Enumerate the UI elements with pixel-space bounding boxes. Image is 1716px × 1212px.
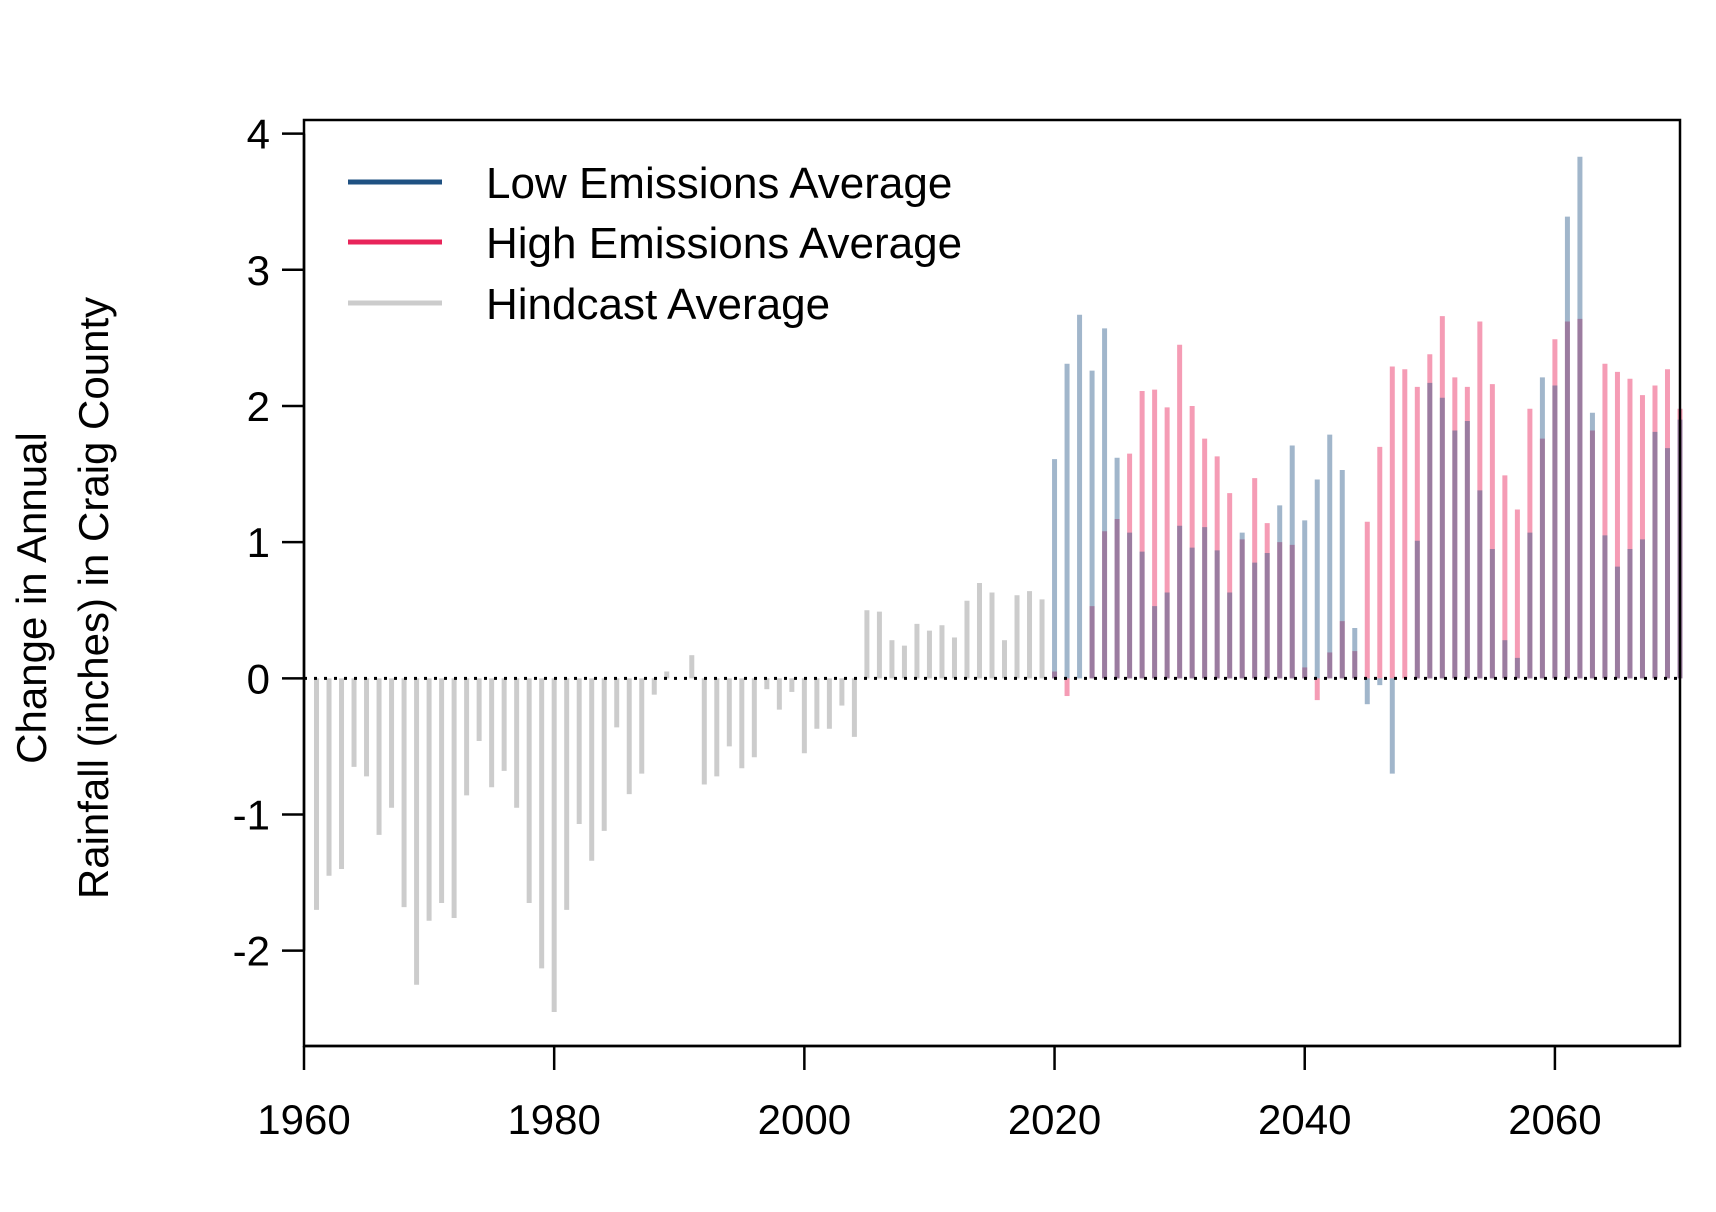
y-axis: -2 -1 0 1 2 3 4 [233, 111, 306, 975]
y-axis-title-line-1: Change in Annual [8, 432, 55, 764]
legend-label-high: High Emissions Average [486, 219, 962, 268]
legend-label-hindcast: Hindcast Average [486, 280, 830, 329]
y-tick-label: -2 [233, 928, 270, 975]
legend: Low Emissions Average High Emissions Ave… [348, 159, 962, 329]
x-tick-label: 1960 [257, 1096, 350, 1143]
x-tick-label: 2000 [758, 1096, 851, 1143]
x-tick-label: 1980 [507, 1096, 600, 1143]
y-tick-label: -1 [233, 792, 270, 839]
high-emissions-series [1052, 316, 1683, 701]
hindcast-series [314, 583, 1045, 1012]
legend-label-low: Low Emissions Average [486, 159, 952, 208]
y-tick-label: 4 [247, 111, 270, 158]
y-tick-label: 1 [247, 519, 270, 566]
y-tick-label: 2 [247, 383, 270, 430]
y-axis-title-line-2: Rainfall (inches) in Craig County [70, 297, 117, 899]
low-emissions-series [1052, 156, 1683, 774]
y-tick-label: 3 [247, 247, 270, 294]
x-tick-label: 2020 [1008, 1096, 1101, 1143]
x-tick-label: 2040 [1258, 1096, 1351, 1143]
x-axis: 1960 1980 2000 2020 2040 2060 [257, 1044, 1680, 1143]
y-axis-title: Change in Annual Rainfall (inches) in Cr… [8, 297, 117, 899]
y-tick-label: 0 [247, 655, 270, 702]
x-tick-label: 2060 [1508, 1096, 1601, 1143]
